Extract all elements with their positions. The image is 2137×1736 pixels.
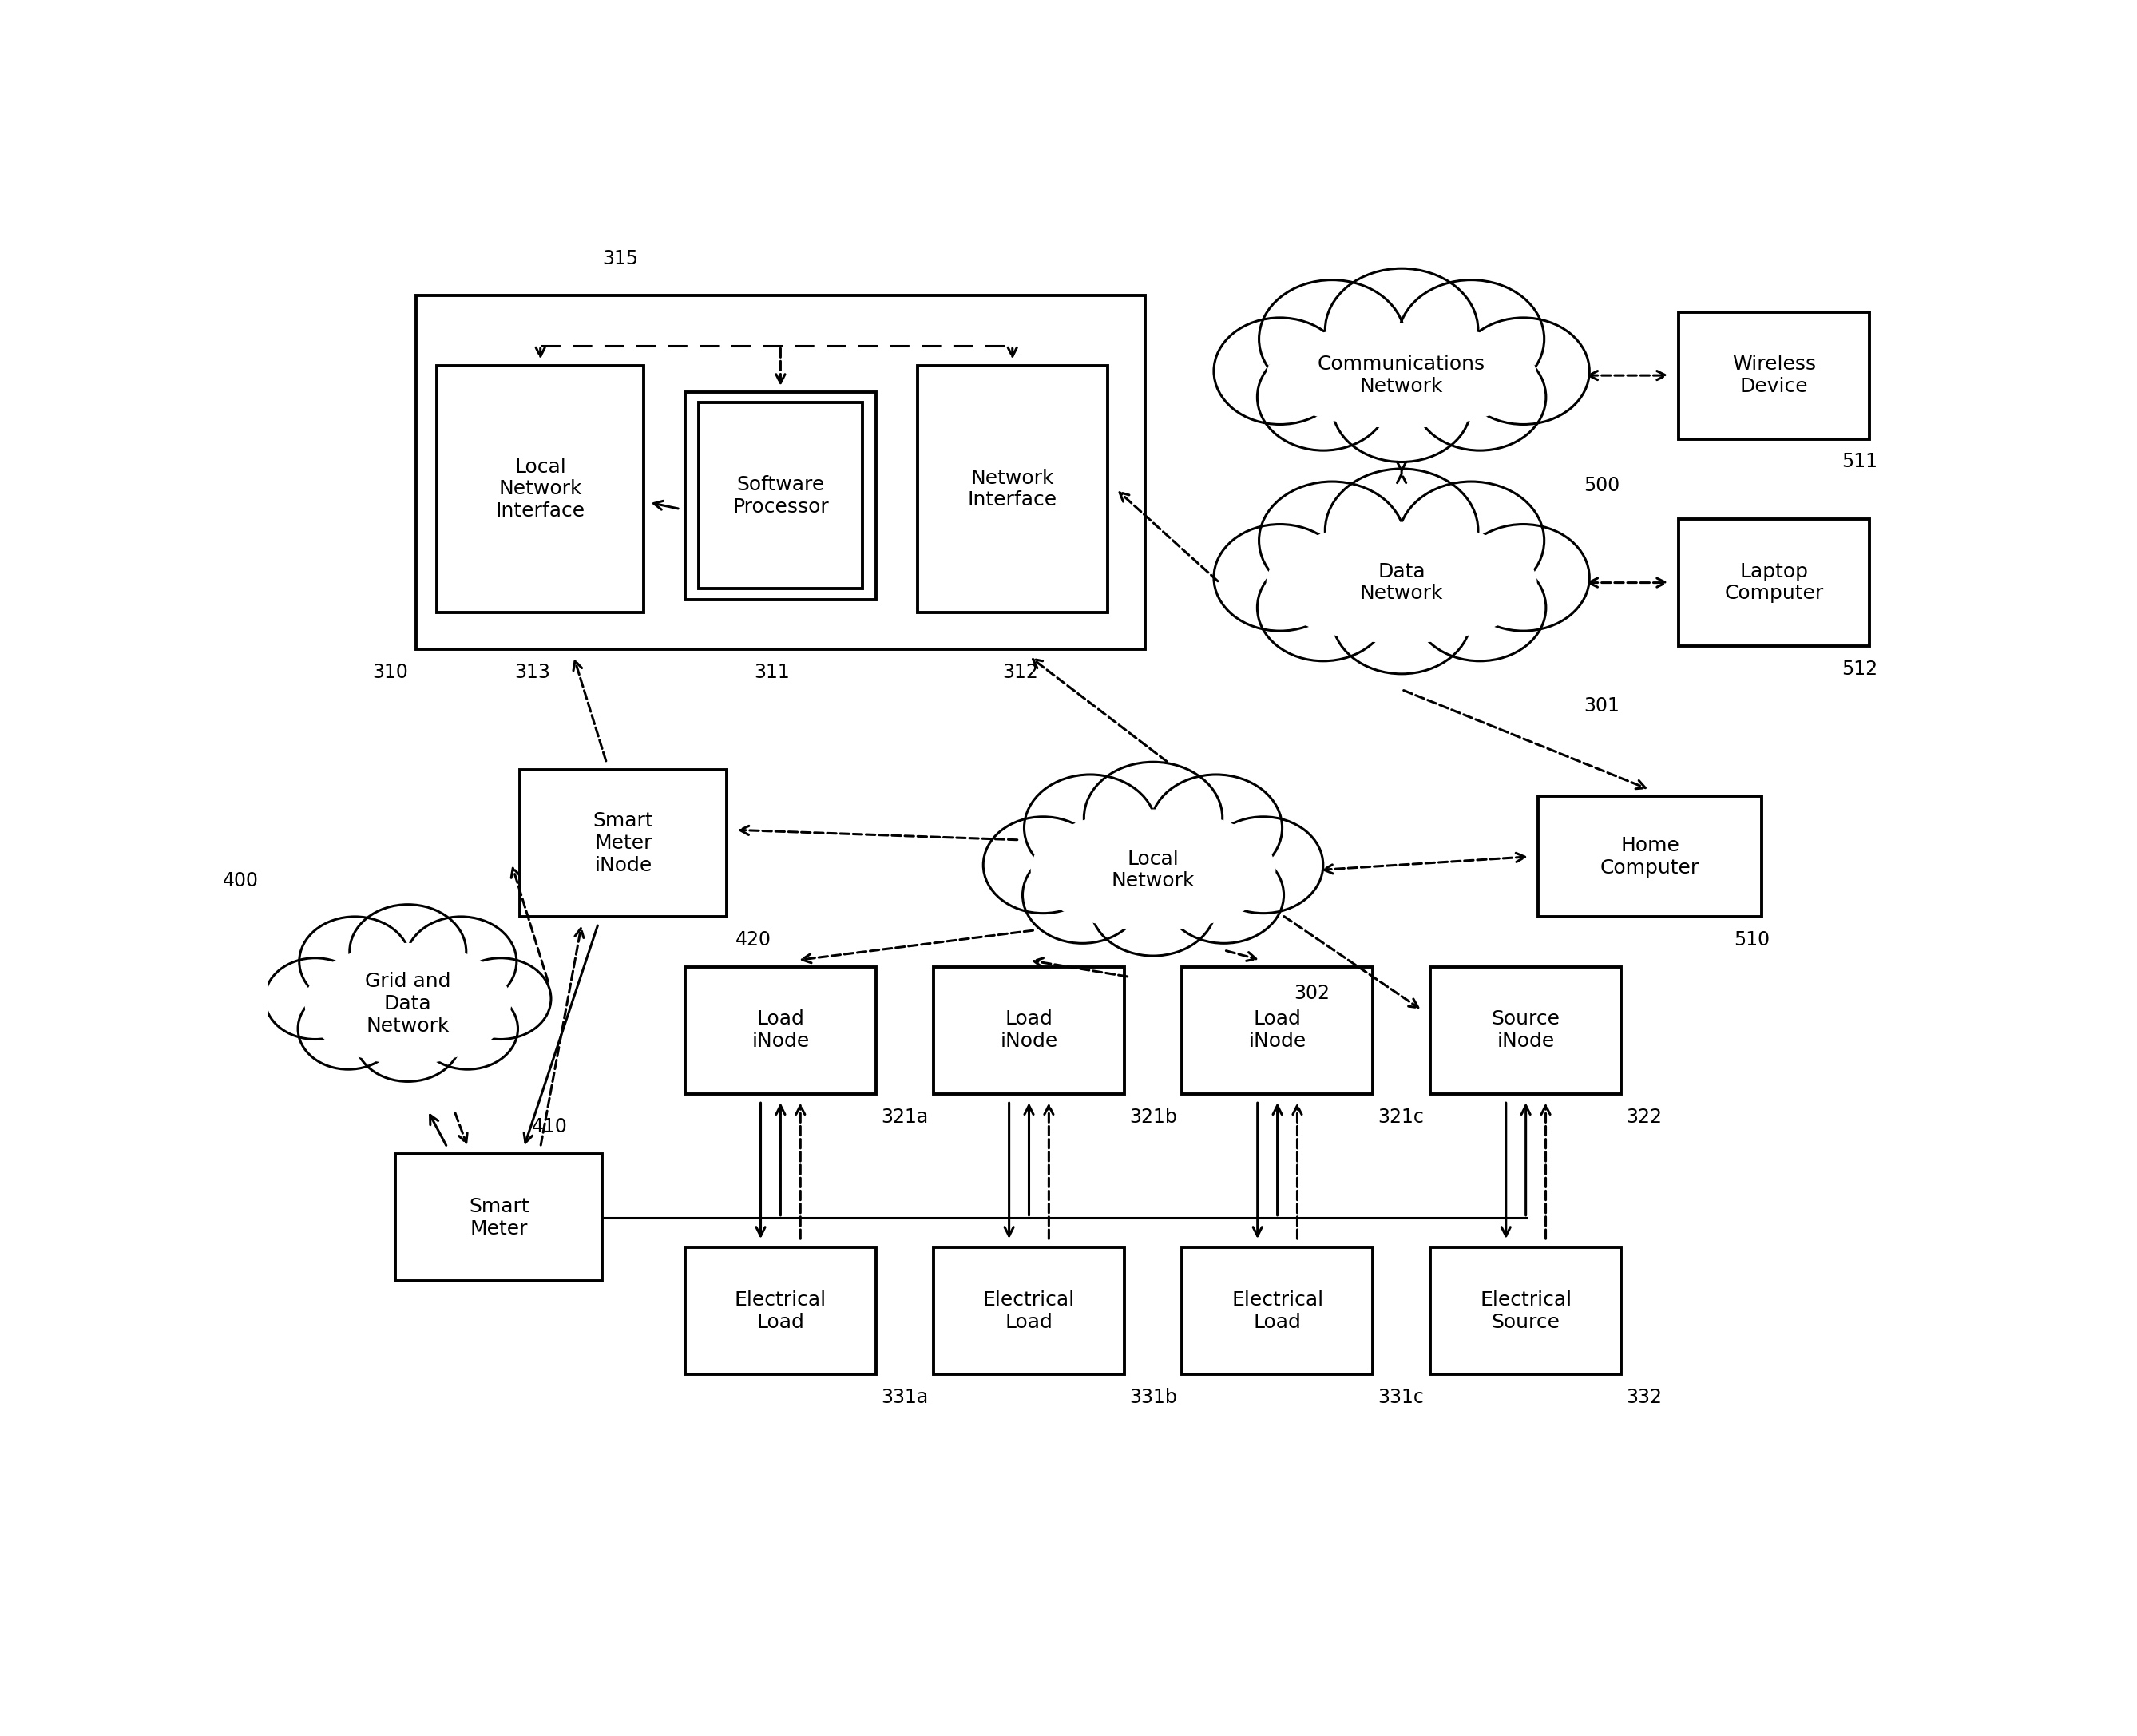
Text: Local
Network
Interface: Local Network Interface [496, 457, 586, 521]
Text: Laptop
Computer: Laptop Computer [1725, 562, 1823, 604]
Text: 302: 302 [1295, 984, 1329, 1003]
Ellipse shape [1267, 323, 1537, 427]
Circle shape [1415, 554, 1545, 661]
Bar [436, 365, 643, 613]
Text: Wireless
Device: Wireless Device [1733, 354, 1816, 396]
Text: Data
Network: Data Network [1359, 562, 1442, 604]
Text: Grid and
Data
Network: Grid and Data Network [365, 972, 451, 1035]
Text: 311: 311 [754, 663, 791, 682]
Text: Software
Processor: Software Processor [733, 476, 829, 516]
Text: 312: 312 [1002, 663, 1039, 682]
Circle shape [1150, 774, 1282, 882]
Bar [1680, 519, 1870, 646]
Text: 512: 512 [1842, 660, 1878, 679]
Circle shape [1024, 847, 1141, 943]
Bar [417, 295, 1145, 649]
Bar [1430, 967, 1622, 1094]
Circle shape [1165, 847, 1284, 943]
Text: Electrical
Source: Electrical Source [1479, 1290, 1573, 1332]
Circle shape [1331, 561, 1470, 674]
Circle shape [355, 996, 462, 1082]
Ellipse shape [1267, 523, 1537, 642]
Text: 321c: 321c [1378, 1108, 1423, 1127]
Circle shape [1457, 318, 1590, 424]
Circle shape [1259, 279, 1406, 398]
Ellipse shape [306, 943, 511, 1064]
Text: Local
Network: Local Network [1111, 849, 1195, 891]
Text: 313: 313 [515, 663, 549, 682]
Text: 321a: 321a [880, 1108, 927, 1127]
Text: 322: 322 [1626, 1108, 1663, 1127]
Text: 510: 510 [1733, 930, 1769, 950]
Bar [1680, 312, 1870, 439]
Circle shape [350, 904, 466, 998]
Circle shape [1457, 524, 1590, 630]
Text: Electrical
Load: Electrical Load [735, 1290, 827, 1332]
Text: 331c: 331c [1378, 1389, 1423, 1408]
Text: Load
iNode: Load iNode [1000, 1010, 1058, 1050]
Circle shape [1325, 469, 1479, 592]
Circle shape [1090, 854, 1216, 957]
Text: 410: 410 [532, 1118, 568, 1137]
Text: Home
Computer: Home Computer [1601, 837, 1699, 877]
Bar [1182, 967, 1372, 1094]
Bar [686, 392, 876, 599]
Circle shape [451, 958, 551, 1040]
Circle shape [1214, 524, 1346, 630]
Text: 321b: 321b [1128, 1108, 1177, 1127]
Bar [1430, 1248, 1622, 1375]
Bar [686, 967, 876, 1094]
Text: 511: 511 [1842, 453, 1878, 472]
Circle shape [1203, 816, 1323, 913]
Text: Load
iNode: Load iNode [752, 1010, 810, 1050]
Circle shape [1415, 344, 1545, 450]
Circle shape [299, 917, 410, 1007]
Text: 420: 420 [735, 930, 771, 950]
Circle shape [1257, 554, 1389, 661]
Bar [1539, 797, 1761, 917]
Text: 331a: 331a [880, 1389, 927, 1408]
Text: 315: 315 [603, 250, 639, 269]
Circle shape [1325, 269, 1479, 392]
Text: Source
iNode: Source iNode [1492, 1010, 1560, 1050]
Text: Electrical
Load: Electrical Load [983, 1290, 1075, 1332]
Bar [917, 365, 1107, 613]
Text: 310: 310 [372, 663, 408, 682]
Text: Load
iNode: Load iNode [1248, 1010, 1306, 1050]
Text: 500: 500 [1584, 476, 1620, 495]
Circle shape [1398, 481, 1545, 599]
Circle shape [297, 988, 400, 1069]
Ellipse shape [1032, 809, 1276, 930]
Circle shape [406, 917, 517, 1007]
Circle shape [1024, 774, 1156, 882]
Text: 400: 400 [222, 871, 259, 891]
Bar [1182, 1248, 1372, 1375]
Bar [699, 403, 863, 589]
Circle shape [1398, 279, 1545, 398]
Text: 301: 301 [1584, 696, 1620, 715]
Bar [934, 1248, 1124, 1375]
Bar [686, 1248, 876, 1375]
Circle shape [1257, 344, 1389, 450]
Circle shape [1331, 349, 1470, 462]
Bar [519, 769, 727, 917]
Text: 331b: 331b [1128, 1389, 1177, 1408]
Circle shape [1214, 318, 1346, 424]
Text: Communications
Network: Communications Network [1319, 354, 1485, 396]
Circle shape [983, 816, 1103, 913]
Circle shape [1083, 762, 1222, 873]
Text: Smart
Meter: Smart Meter [468, 1196, 530, 1238]
Bar [395, 1154, 603, 1281]
Text: Network
Interface: Network Interface [968, 469, 1058, 510]
Text: Smart
Meter
iNode: Smart Meter iNode [592, 811, 654, 875]
Bar [934, 967, 1124, 1094]
Circle shape [265, 958, 365, 1040]
Text: 332: 332 [1626, 1389, 1663, 1408]
Text: Electrical
Load: Electrical Load [1231, 1290, 1323, 1332]
Circle shape [1259, 481, 1406, 599]
Circle shape [417, 988, 517, 1069]
